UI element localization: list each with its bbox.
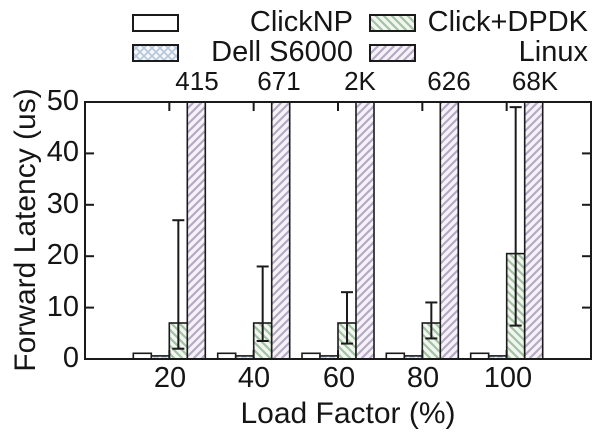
overflow-value-label-40: 671 [257,66,301,96]
legend-swatch-click-dpdk [369,14,416,32]
overflow-value-label-20: 415 [175,66,219,96]
legend-swatch-dell-s6000 [132,44,179,62]
error-bars-layer [172,106,522,350]
x-tick-20: 20 [153,362,187,394]
overflow-value-label-60: 2K [344,66,376,96]
y-tick-0: 0 [62,342,79,374]
legend-swatches-layer [132,14,416,62]
y-tick-20: 20 [46,239,79,271]
x-tick-80: 80 [406,362,440,394]
legend-label-clicknp: ClickNP [249,6,353,38]
x-tick-40: 40 [237,362,271,394]
legend-swatch-clicknp [132,14,179,32]
error-bar-60 [341,291,353,345]
legend-swatch-linux [369,44,416,62]
axes-layer [84,101,592,360]
x-axis-title: Load Factor (%) [240,397,456,430]
bar-linux-100 [523,101,544,360]
x-tick-60: 60 [322,362,356,394]
error-bar-40 [256,265,269,343]
y-tick-50: 50 [46,85,79,117]
bar-linux-80 [439,101,460,360]
bar-linux-40 [270,101,291,360]
bar-linux-20 [186,101,207,360]
bar-linux-60 [355,101,375,360]
y-tick-30: 30 [46,188,79,220]
error-bar-100 [509,106,522,327]
legend-label-click-dpdk: Click+DPDK [427,6,588,38]
error-bar-20 [172,219,185,350]
y-tick-10: 10 [46,291,79,323]
overflow-value-label-80: 626 [427,66,471,96]
y-axis-title: Forward Latency (us) [9,88,42,372]
y-tick-40: 40 [46,136,79,168]
x-tick-100: 100 [483,362,533,394]
legend-label-dell-s6000: Dell S6000 [211,36,353,68]
error-bar-80 [425,301,438,340]
overflow-value-label-100: 68K [511,66,559,96]
legend-label-linux: Linux [518,36,588,68]
bars-layer [132,101,544,360]
